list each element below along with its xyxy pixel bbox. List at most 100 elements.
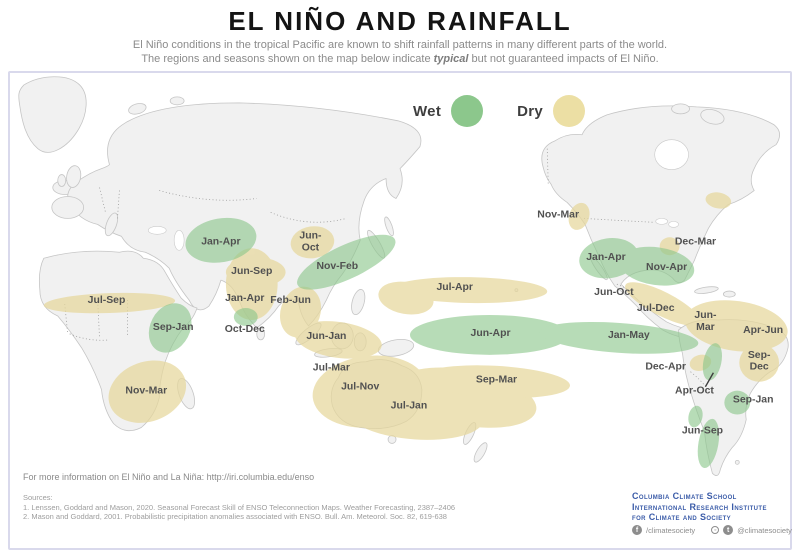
region-label-se-brazil: Sep-Dec <box>748 350 771 373</box>
region-label-central-america-s: Jul-Dec <box>637 303 675 314</box>
world-map-panel: Jul-Sep Sep-Jan Nov-Mar Jan-Apr Jun-Oct Nov-F… <box>8 71 792 550</box>
sources-title: Sources: <box>23 493 53 502</box>
subtitle-line-1: El Niño conditions in the tropical Pacif… <box>132 39 668 51</box>
region-south-pacific <box>419 365 571 399</box>
region-great-lakes <box>705 192 732 209</box>
region-amazon <box>684 300 788 352</box>
hispaniola-land <box>722 290 736 298</box>
arctic-island-land2 <box>671 103 690 115</box>
region-andes-east <box>702 343 722 381</box>
svalbard-land2 <box>169 96 185 106</box>
region-pacific-east <box>539 321 699 354</box>
ireland-land <box>57 174 67 187</box>
region-southern-africa <box>108 360 187 423</box>
region-chile <box>688 405 703 428</box>
svalbard-land <box>128 103 147 115</box>
region-us-southeast <box>619 246 695 286</box>
region-label-australia-nw: Jul-Mar <box>313 363 350 374</box>
region-label-us-southeast: Nov-Apr <box>646 262 687 273</box>
inland-water <box>147 139 689 251</box>
region-east-asia <box>297 234 396 290</box>
region-label-pacific-east: Jan-May <box>608 330 650 341</box>
legend-dry-label: Dry <box>517 102 544 120</box>
region-alaska-coast <box>568 202 590 230</box>
region-label-ne-brazil: Apr-Jun <box>743 325 783 336</box>
falklands-land <box>734 459 740 465</box>
source-2: 2. Mason and Goddard, 2001. Probabilisti… <box>23 512 447 521</box>
region-central-asia <box>185 217 257 263</box>
world-map: Jul-Sep Sep-Jan Nov-Mar Jan-Apr Jun-Oct Nov-F… <box>18 76 789 476</box>
region-label-uruguay: Sep-Jan <box>733 395 774 406</box>
social-row: f /climatesociety ◦ t @climatesociety <box>632 525 792 535</box>
typical-emphasis: typical <box>433 53 469 65</box>
legend-dry-swatch <box>553 95 586 127</box>
legend-wet-swatch <box>451 95 484 127</box>
region-uruguay <box>724 390 751 415</box>
region-north-india <box>225 257 286 288</box>
dry-regions-layer <box>43 192 788 440</box>
logo-line-2: International Research Institute <box>632 501 767 512</box>
new-guinea-land <box>377 339 415 357</box>
region-indonesia <box>294 321 382 359</box>
region-label-india-tip: Oct-Dec <box>225 324 265 335</box>
sources-block: Sources: 1. Lenssen, Goddard and Mason, … <box>23 493 455 522</box>
region-labels-layer: Jul-Sep Sep-Jan Nov-Mar Jan-Apr Jun-Oct Nov-F… <box>88 209 783 436</box>
legend-wet-label: Wet <box>413 102 442 120</box>
region-chile <box>697 418 720 469</box>
region-label-south-india: Jan-Apr <box>225 293 264 304</box>
region-label-central-asia: Jan-Apr <box>201 236 240 247</box>
iberia-land <box>51 196 85 219</box>
region-label-australia: Jul-Nov <box>341 382 379 393</box>
columbia-iri-logo: Columbia Climate School International Re… <box>632 491 767 523</box>
region-central-america <box>625 282 701 326</box>
twitter-icon: t <box>723 525 734 535</box>
region-label-south-pacific: Sep-Mar <box>476 375 517 386</box>
logo-line-3: for Climate and Society <box>632 512 732 522</box>
region-label-amazon: Jun-Mar <box>694 310 717 333</box>
region-india-tip <box>233 308 258 326</box>
region-pacific-west <box>409 314 570 355</box>
page-title: EL NIÑO AND RAINFALL <box>228 6 572 36</box>
region-west-pacific <box>378 281 434 315</box>
leader-lines <box>704 372 714 388</box>
region-label-west-pacific: Jul-Apr <box>436 282 473 293</box>
region-label-indonesia: Jun-Jan <box>306 331 346 342</box>
region-label-north-india: Jun-Sep <box>231 266 272 277</box>
sri-lanka-land <box>256 327 266 341</box>
cuba-land <box>694 286 719 294</box>
greenland-land <box>18 76 87 153</box>
region-label-east-africa: Sep-Jan <box>153 322 194 333</box>
region-sahel <box>43 292 176 314</box>
hudson-bay <box>654 139 689 170</box>
facebook-handle: /climatesociety <box>646 525 696 535</box>
region-label-chile: Jun-Sep <box>682 425 723 436</box>
region-label-great-lakes: Dec-Mar <box>675 236 716 247</box>
italy-land <box>104 212 119 237</box>
region-label-australia-se: Jul-Jan <box>391 401 428 412</box>
region-label-andes-east: Apr-Oct <box>675 386 714 397</box>
region-label-central-america: Jun-Oct <box>594 287 634 298</box>
wet-regions-layer <box>148 217 751 469</box>
great-lakes-water <box>655 218 668 225</box>
britain-land <box>66 165 82 188</box>
region-mongolia <box>290 226 335 259</box>
region-leader-andes-east <box>704 372 714 388</box>
black-sea <box>147 226 167 235</box>
other-handle: @climatesociety <box>737 525 792 535</box>
region-label-pacific-west: Jun-Apr <box>471 328 511 339</box>
region-label-altiplano: Dec-Apr <box>645 362 686 373</box>
region-label-sahel: Jul-Sep <box>88 295 126 306</box>
new-zealand-land2 <box>473 442 488 463</box>
source-1: 1. Lenssen, Goddard and Mason, 2020. Sea… <box>23 502 456 512</box>
region-label-southern-africa: Nov-Mar <box>125 386 167 397</box>
instagram-icon: ◦ <box>711 526 720 534</box>
facebook-icon: f <box>632 525 642 535</box>
region-se-brazil <box>739 343 780 382</box>
caspian-sea <box>173 230 185 251</box>
arctic-island-land <box>700 109 725 125</box>
region-label-us-southwest: Jan-Apr <box>586 252 625 263</box>
region-label-indochina: Feb-Jun <box>270 295 311 306</box>
philippines-land <box>351 289 366 316</box>
region-label-alaska-coast: Nov-Mar <box>537 209 579 220</box>
